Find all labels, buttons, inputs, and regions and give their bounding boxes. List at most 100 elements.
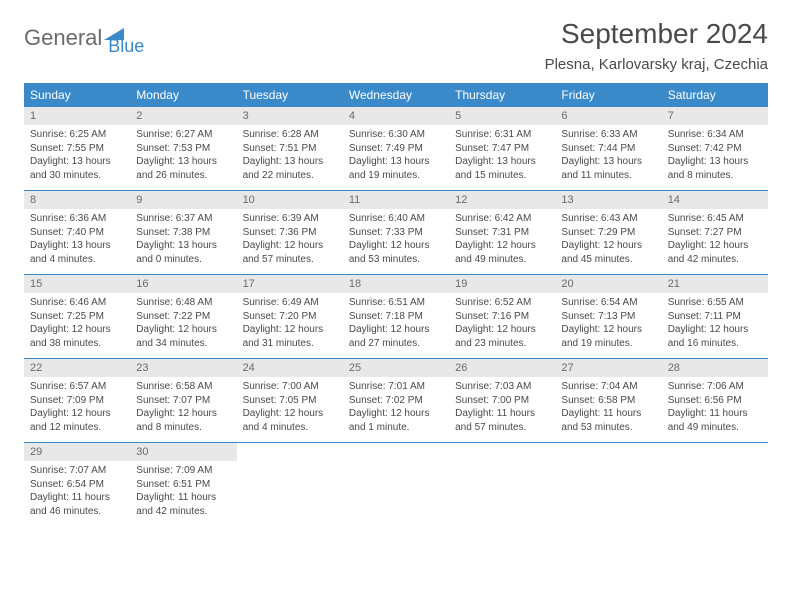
day-detail: Sunrise: 6:43 AMSunset: 7:29 PMDaylight:… xyxy=(555,209,661,275)
daylight-line2: and 1 minute. xyxy=(349,421,443,435)
day-detail: Sunrise: 6:31 AMSunset: 7:47 PMDaylight:… xyxy=(449,125,555,191)
daylight-line2: and 38 minutes. xyxy=(30,337,124,351)
sunset: Sunset: 6:56 PM xyxy=(668,394,762,408)
sunrise: Sunrise: 7:06 AM xyxy=(668,380,762,394)
daylight-line1: Daylight: 11 hours xyxy=(561,407,655,421)
day-detail: Sunrise: 6:28 AMSunset: 7:51 PMDaylight:… xyxy=(237,125,343,191)
sunrise: Sunrise: 6:39 AM xyxy=(243,212,337,226)
day-number: 20 xyxy=(555,275,661,293)
day-number: 23 xyxy=(130,359,236,377)
day-number-row: 1234567 xyxy=(24,107,768,125)
daylight-line1: Daylight: 12 hours xyxy=(561,323,655,337)
daylight-line2: and 15 minutes. xyxy=(455,169,549,183)
logo: General Blue xyxy=(24,18,144,57)
day-of-week-row: Sunday Monday Tuesday Wednesday Thursday… xyxy=(24,83,768,107)
day-detail: Sunrise: 7:03 AMSunset: 7:00 PMDaylight:… xyxy=(449,377,555,443)
daylight-line1: Daylight: 12 hours xyxy=(30,323,124,337)
sunrise: Sunrise: 6:36 AM xyxy=(30,212,124,226)
daylight-line2: and 26 minutes. xyxy=(136,169,230,183)
sunset: Sunset: 7:00 PM xyxy=(455,394,549,408)
day-number: 8 xyxy=(24,191,130,209)
day-number: 26 xyxy=(449,359,555,377)
day-detail-row: Sunrise: 6:46 AMSunset: 7:25 PMDaylight:… xyxy=(24,293,768,359)
daylight-line1: Daylight: 11 hours xyxy=(668,407,762,421)
daylight-line1: Daylight: 12 hours xyxy=(349,323,443,337)
sunset: Sunset: 7:16 PM xyxy=(455,310,549,324)
day-detail xyxy=(449,461,555,526)
day-number-row: 22232425262728 xyxy=(24,359,768,377)
sunrise: Sunrise: 6:52 AM xyxy=(455,296,549,310)
day-number: 22 xyxy=(24,359,130,377)
daylight-line2: and 30 minutes. xyxy=(30,169,124,183)
daylight-line1: Daylight: 12 hours xyxy=(243,407,337,421)
day-number xyxy=(662,443,768,461)
day-detail-row: Sunrise: 6:25 AMSunset: 7:55 PMDaylight:… xyxy=(24,125,768,191)
day-number: 18 xyxy=(343,275,449,293)
sunset: Sunset: 7:42 PM xyxy=(668,142,762,156)
day-number: 5 xyxy=(449,107,555,125)
daylight-line1: Daylight: 13 hours xyxy=(136,239,230,253)
daylight-line1: Daylight: 13 hours xyxy=(668,155,762,169)
sunset: Sunset: 7:55 PM xyxy=(30,142,124,156)
sunset: Sunset: 7:13 PM xyxy=(561,310,655,324)
day-number: 19 xyxy=(449,275,555,293)
sunset: Sunset: 7:51 PM xyxy=(243,142,337,156)
logo-text-general: General xyxy=(24,25,102,51)
day-detail: Sunrise: 6:42 AMSunset: 7:31 PMDaylight:… xyxy=(449,209,555,275)
day-detail: Sunrise: 6:39 AMSunset: 7:36 PMDaylight:… xyxy=(237,209,343,275)
daylight-line2: and 45 minutes. xyxy=(561,253,655,267)
dow-sunday: Sunday xyxy=(24,83,130,107)
daylight-line1: Daylight: 12 hours xyxy=(30,407,124,421)
sunrise: Sunrise: 6:43 AM xyxy=(561,212,655,226)
daylight-line1: Daylight: 12 hours xyxy=(243,323,337,337)
daylight-line1: Daylight: 13 hours xyxy=(30,155,124,169)
daylight-line2: and 31 minutes. xyxy=(243,337,337,351)
title-block: September 2024 Plesna, Karlovarsky kraj,… xyxy=(545,18,768,73)
daylight-line2: and 53 minutes. xyxy=(561,421,655,435)
day-detail: Sunrise: 7:07 AMSunset: 6:54 PMDaylight:… xyxy=(24,461,130,526)
day-detail: Sunrise: 6:27 AMSunset: 7:53 PMDaylight:… xyxy=(130,125,236,191)
day-detail: Sunrise: 6:36 AMSunset: 7:40 PMDaylight:… xyxy=(24,209,130,275)
sunset: Sunset: 7:38 PM xyxy=(136,226,230,240)
day-detail xyxy=(237,461,343,526)
day-number: 15 xyxy=(24,275,130,293)
day-number: 6 xyxy=(555,107,661,125)
daylight-line2: and 49 minutes. xyxy=(668,421,762,435)
day-number: 17 xyxy=(237,275,343,293)
daylight-line1: Daylight: 11 hours xyxy=(455,407,549,421)
daylight-line1: Daylight: 12 hours xyxy=(136,407,230,421)
sunset: Sunset: 7:09 PM xyxy=(30,394,124,408)
day-number: 1 xyxy=(24,107,130,125)
day-detail: Sunrise: 6:45 AMSunset: 7:27 PMDaylight:… xyxy=(662,209,768,275)
sunrise: Sunrise: 6:58 AM xyxy=(136,380,230,394)
daylight-line1: Daylight: 12 hours xyxy=(455,323,549,337)
sunset: Sunset: 7:20 PM xyxy=(243,310,337,324)
daylight-line2: and 57 minutes. xyxy=(243,253,337,267)
day-number: 24 xyxy=(237,359,343,377)
daylight-line2: and 42 minutes. xyxy=(668,253,762,267)
daylight-line2: and 11 minutes. xyxy=(561,169,655,183)
sunset: Sunset: 7:33 PM xyxy=(349,226,443,240)
daylight-line2: and 19 minutes. xyxy=(561,337,655,351)
day-number: 14 xyxy=(662,191,768,209)
sunset: Sunset: 7:31 PM xyxy=(455,226,549,240)
daylight-line2: and 23 minutes. xyxy=(455,337,549,351)
sunset: Sunset: 7:25 PM xyxy=(30,310,124,324)
day-detail: Sunrise: 6:49 AMSunset: 7:20 PMDaylight:… xyxy=(237,293,343,359)
daylight-line2: and 22 minutes. xyxy=(243,169,337,183)
sunrise: Sunrise: 6:46 AM xyxy=(30,296,124,310)
day-number: 16 xyxy=(130,275,236,293)
sunrise: Sunrise: 6:25 AM xyxy=(30,128,124,142)
day-detail: Sunrise: 6:52 AMSunset: 7:16 PMDaylight:… xyxy=(449,293,555,359)
sunrise: Sunrise: 6:34 AM xyxy=(668,128,762,142)
daylight-line1: Daylight: 13 hours xyxy=(349,155,443,169)
sunset: Sunset: 7:05 PM xyxy=(243,394,337,408)
daylight-line1: Daylight: 13 hours xyxy=(243,155,337,169)
daylight-line1: Daylight: 13 hours xyxy=(136,155,230,169)
dow-friday: Friday xyxy=(555,83,661,107)
dow-tuesday: Tuesday xyxy=(237,83,343,107)
month-title: September 2024 xyxy=(545,18,768,50)
daylight-line2: and 0 minutes. xyxy=(136,253,230,267)
dow-saturday: Saturday xyxy=(662,83,768,107)
day-number: 9 xyxy=(130,191,236,209)
